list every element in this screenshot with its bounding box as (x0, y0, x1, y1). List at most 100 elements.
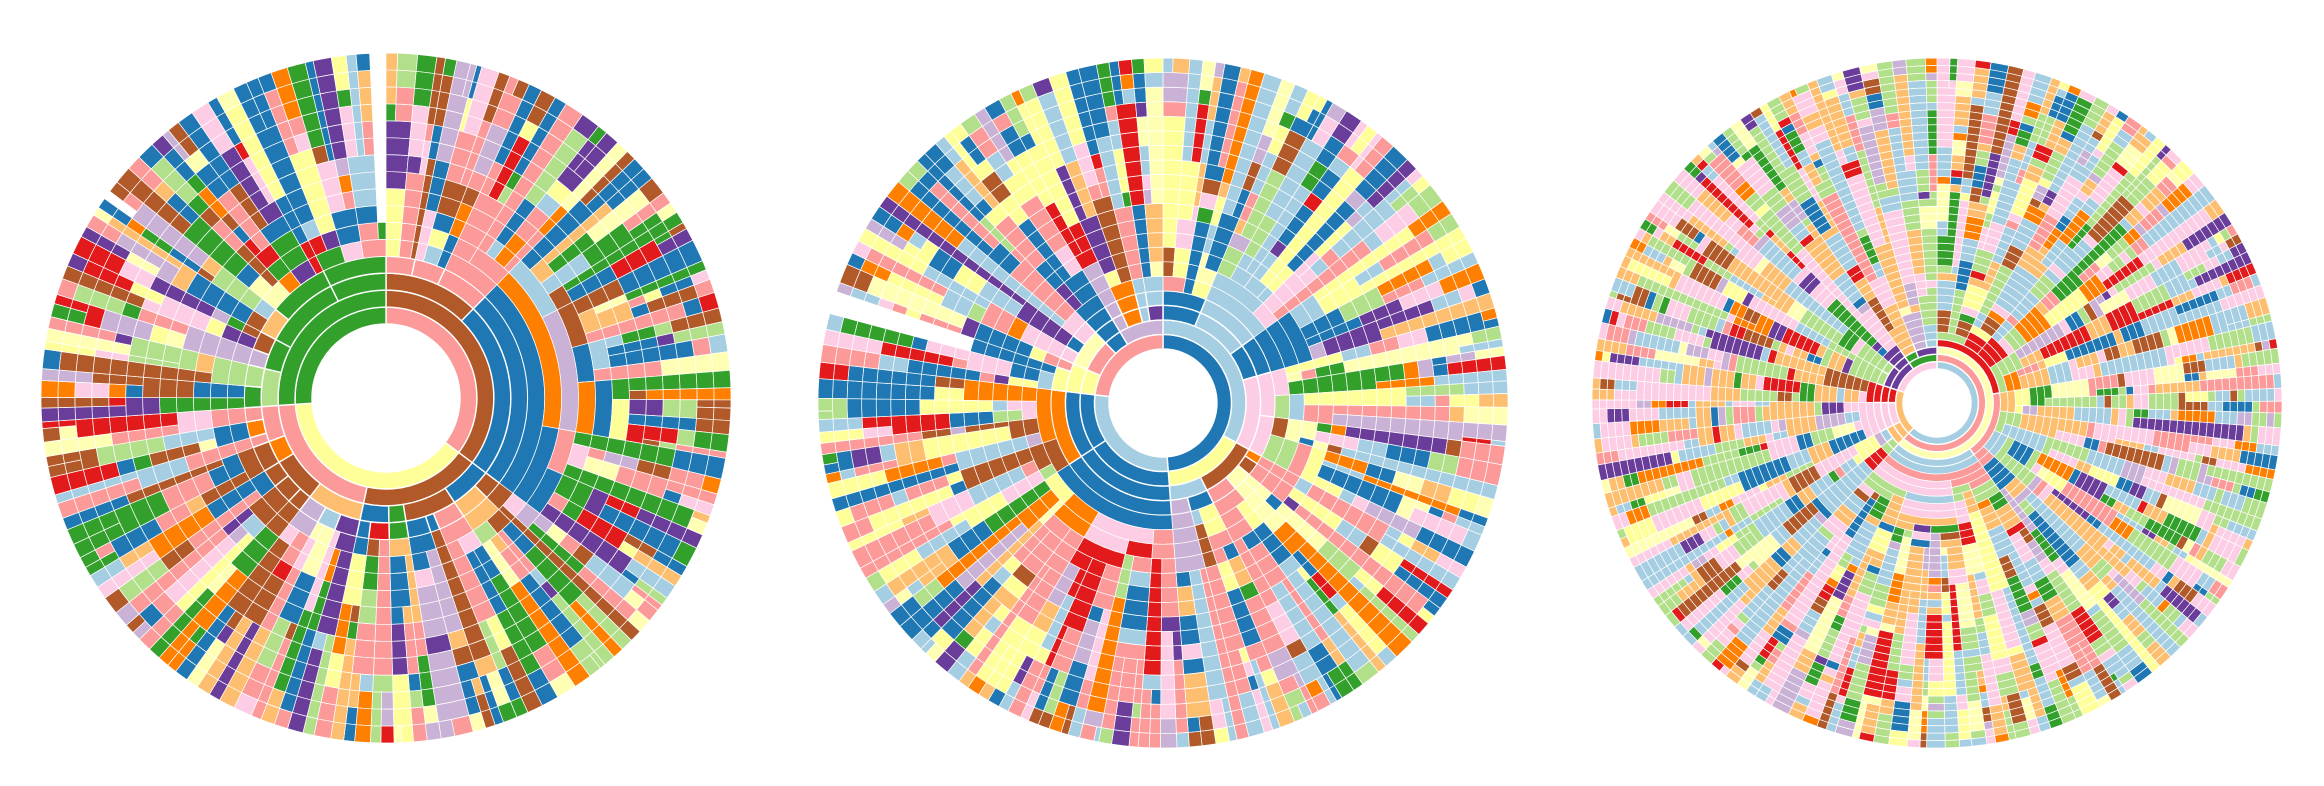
sunburst-segment (1936, 183, 1951, 193)
sunburst-segment (385, 69, 398, 88)
sunburst-segment (1193, 597, 1210, 615)
sunburst-segment (696, 406, 715, 420)
sunburst-segment (1432, 420, 1450, 440)
sunburst-segment (1916, 176, 1930, 186)
sunburst-segment (963, 411, 980, 427)
sunburst-segment (357, 605, 377, 625)
sunburst-segment (611, 378, 630, 400)
sunburst-segment (963, 399, 979, 413)
sunburst-segment (1928, 176, 1938, 185)
sunburst-segment (1402, 360, 1420, 380)
sunburst-segment (91, 382, 110, 398)
sunburst-segment (193, 397, 212, 412)
sunburst-segment (1161, 558, 1177, 574)
sunburst-segment (385, 137, 411, 157)
sunburst-segment (1463, 393, 1480, 408)
sunburst-segment (1405, 395, 1422, 407)
sunburst-segment (1936, 176, 1952, 185)
sunburst-segment (1942, 628, 1953, 638)
sunburst-segment (1376, 387, 1392, 407)
sunburst-segment (1162, 188, 1181, 205)
sunburst-segment (1318, 391, 1334, 406)
sunburst-segment (1784, 401, 1794, 420)
sunburst-segment (1419, 405, 1436, 421)
sunburst-segment (1769, 401, 1779, 421)
sunburst-segment (75, 418, 95, 439)
sunburst-segment (1798, 401, 1808, 418)
sunburst-segment (355, 707, 373, 727)
sunburst-segment (395, 103, 414, 123)
sunburst-segment (1924, 272, 1938, 282)
sunburst-segment (1950, 613, 1960, 623)
sunburst-segment (2088, 395, 2098, 409)
sunburst-segment (409, 689, 424, 709)
sunburst-segment (1143, 57, 1164, 74)
sunburst-segment (75, 353, 96, 374)
sunburst-segment (2066, 396, 2076, 408)
sunburst-segment (660, 358, 680, 377)
sunburst-segment (1941, 621, 1953, 630)
sunburst-segment (1477, 381, 1494, 395)
sunburst-segment (861, 381, 878, 400)
sunburst-segment (361, 571, 379, 591)
sunburst-segment (847, 417, 864, 431)
sunburst-segment (1430, 436, 1448, 455)
sunburst-segment (1936, 205, 1950, 215)
sunburst-segment (1178, 189, 1197, 207)
sunburst-segment (2073, 406, 2083, 422)
sunburst-segment (2006, 390, 2016, 414)
sunburst-segment (1142, 275, 1164, 293)
sunburst-segment (352, 188, 378, 209)
sunburst-segment (385, 255, 417, 277)
sunburst-segment (1195, 611, 1213, 630)
sunburst-segment (1448, 373, 1465, 385)
sunburst-segment (1317, 404, 1334, 425)
sunburst-segment (904, 399, 921, 416)
sunburst-segment (1176, 585, 1195, 603)
sunburst-segment (400, 724, 414, 744)
sunburst-segment (1161, 572, 1178, 589)
sunburst-segment (1432, 363, 1449, 377)
sunburst-segment (396, 52, 419, 72)
sunburst-segment (1213, 726, 1231, 745)
sunburst-segment (2051, 406, 2061, 419)
sunburst-segment (1490, 423, 1508, 443)
sunburst-segment (1850, 401, 1860, 413)
sunburst-segment (1135, 101, 1148, 118)
sunburst-segment (362, 137, 375, 156)
sunburst-segment (422, 704, 439, 725)
sunburst-segment (862, 427, 879, 439)
sunburst-segment (1850, 389, 1860, 403)
sunburst-segment (626, 362, 646, 379)
sunburst-segment (2177, 409, 2186, 422)
sunburst-segment (1332, 390, 1349, 406)
sunburst-segment (1006, 384, 1024, 402)
sunburst-segment (392, 673, 410, 693)
sunburst-segment (593, 367, 613, 382)
sunburst-segment (1111, 729, 1131, 747)
sunburst-segment (1179, 174, 1199, 192)
sunburst-segment (1813, 401, 1823, 417)
sunburst-segment (1162, 232, 1177, 249)
sunburst-segment (2133, 408, 2142, 419)
sunburst-segment (1936, 302, 1954, 312)
sunburst-segment (679, 399, 698, 419)
sunburst-segment (1160, 645, 1174, 662)
sunburst-segment (1390, 378, 1407, 389)
sunburst-segment (1174, 688, 1187, 705)
sunburst-segment (40, 380, 59, 398)
sunburst-segment (1950, 605, 1959, 615)
sunburst-segment (385, 238, 401, 258)
sunburst-segment (992, 400, 1008, 412)
sunburst-segment (193, 381, 212, 399)
sunburst-segment (1492, 406, 1509, 426)
sunburst-segment (1172, 57, 1191, 74)
sunburst-segment (1926, 599, 1943, 608)
sunburst-segment (1185, 102, 1199, 119)
sunburst-segment (2140, 384, 2149, 395)
sunburst-segment (1936, 242, 1956, 252)
sunburst-segment (890, 398, 906, 417)
sunburst-segment (1006, 400, 1023, 411)
sunburst-segment (385, 103, 397, 122)
sunburst-segment (713, 399, 732, 409)
